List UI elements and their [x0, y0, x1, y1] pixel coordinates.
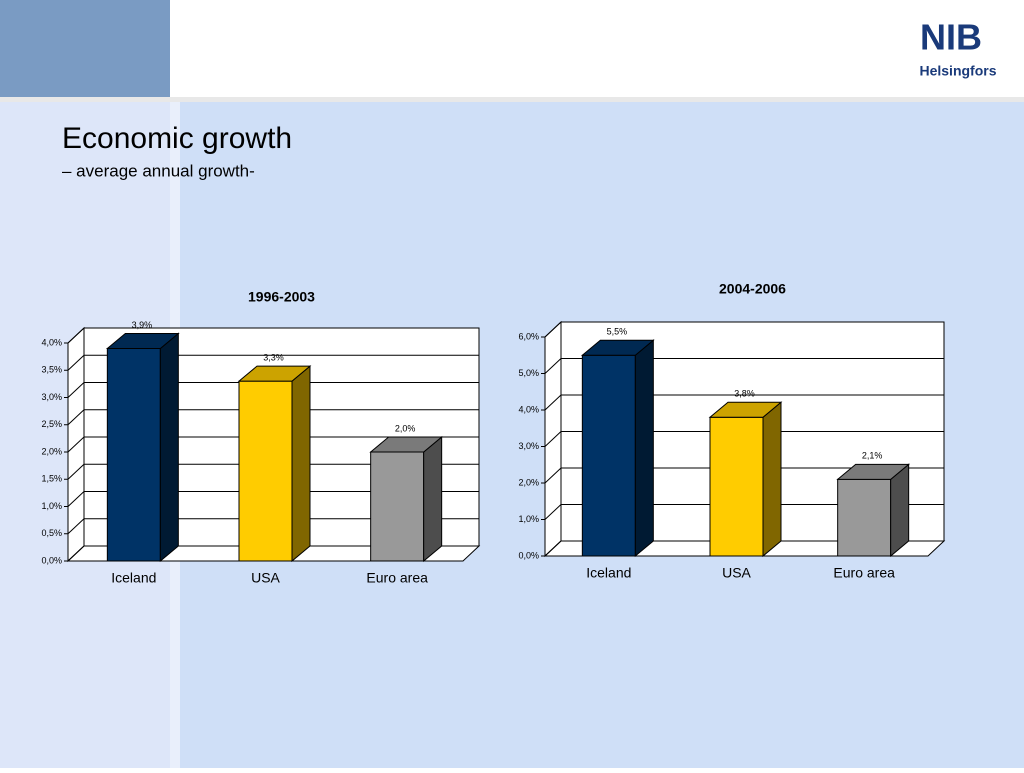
value-label: 3,9% [132, 320, 153, 330]
grid-line-side [544, 540, 562, 557]
y-tick-label: 3,0% [41, 392, 62, 402]
grid-line-side [67, 545, 85, 562]
bar [581, 354, 636, 557]
grid-line-side [544, 431, 562, 447]
grid-line-side [544, 321, 562, 338]
bar-top [708, 401, 783, 418]
bar-side [159, 332, 179, 563]
grid-line-side [67, 491, 85, 507]
y-tick-label: 4,0% [518, 404, 539, 414]
grid-line-side [67, 382, 85, 398]
x-tick-label: Iceland [111, 570, 156, 586]
header-block [0, 0, 170, 97]
bar-top [580, 339, 655, 356]
value-label: 2,0% [395, 423, 416, 433]
slide-title: Economic growth [62, 122, 292, 155]
bar [837, 478, 892, 557]
value-label: 2,1% [862, 451, 883, 461]
x-tick-label: Iceland [586, 565, 631, 581]
header [0, 0, 1024, 100]
y-tick-label: 2,0% [41, 446, 62, 456]
bar-side [890, 463, 910, 558]
bar-top [369, 436, 444, 453]
y-tick-label: 4,0% [41, 337, 62, 347]
bar [709, 416, 764, 557]
y-tick-label: 3,5% [41, 365, 62, 375]
logo-brand: NIB [920, 17, 982, 58]
bar-side [634, 339, 654, 558]
grid-line-side [544, 467, 562, 484]
bar-top [836, 463, 911, 480]
x-tick-label: USA [722, 565, 751, 581]
value-label: 3,8% [734, 389, 755, 399]
bar-top [237, 365, 312, 382]
y-tick-label: 1,0% [41, 501, 62, 511]
y-tick-label: 1,5% [41, 474, 62, 484]
y-tick-label: 5,0% [518, 368, 539, 378]
grid-line-side [67, 518, 85, 535]
y-tick-label: 2,0% [518, 477, 539, 487]
x-tick-label: Euro area [833, 565, 895, 581]
bar [238, 380, 293, 562]
bar-side [291, 365, 311, 563]
bar-side [423, 435, 443, 563]
y-tick-label: 3,0% [518, 441, 539, 451]
grid-line-side [67, 354, 85, 371]
y-tick-label: 6,0% [518, 331, 539, 341]
grid-line-side [67, 409, 85, 426]
y-tick-label: 2,5% [41, 419, 62, 429]
header-rule [0, 97, 1024, 102]
grid-line-side [67, 436, 85, 453]
y-tick-label: 0,0% [41, 555, 62, 565]
y-tick-label: 0,5% [41, 528, 62, 538]
grid-line-side [544, 358, 562, 374]
logo-caption: Helsingfors [919, 63, 996, 79]
slide-subtitle: – average annual growth- [62, 161, 255, 180]
value-label: 5,5% [607, 327, 628, 337]
bar [106, 347, 161, 562]
grid-line-side [544, 504, 562, 520]
x-tick-label: USA [251, 570, 280, 586]
bar [370, 451, 425, 562]
chart-title: 1996-2003 [248, 289, 315, 305]
grid-line-side [67, 463, 85, 480]
grid-line-side [67, 327, 85, 344]
y-tick-label: 0,0% [518, 550, 539, 560]
value-label: 3,3% [263, 353, 284, 363]
y-tick-label: 1,0% [518, 514, 539, 524]
grid-line-side [544, 394, 562, 411]
x-tick-label: Euro area [366, 570, 428, 586]
bar-top [105, 332, 180, 349]
bar-side [762, 401, 782, 558]
chart-title: 2004-2006 [719, 281, 786, 297]
